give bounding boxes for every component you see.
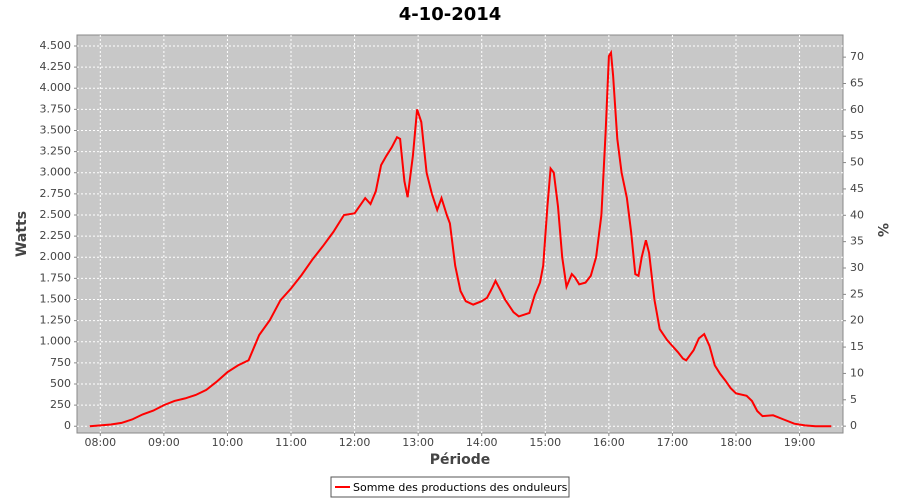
x-tick-label: 10:00	[212, 436, 244, 449]
y2-tick-label: 30	[850, 261, 864, 274]
y2-tick-label: 65	[850, 76, 864, 89]
legend	[330, 476, 570, 498]
y-tick-label: 500	[50, 377, 71, 390]
y-tick-label: 1.250	[40, 314, 72, 327]
y-tick-label: 3.250	[40, 145, 72, 158]
y-tick-label: 1.750	[40, 271, 72, 284]
y-tick-label: 250	[50, 398, 71, 411]
plot-area	[76, 34, 844, 434]
x-tick-label: 12:00	[339, 436, 371, 449]
y2-tick-label: 70	[850, 50, 864, 63]
y-tick-label: 2.250	[40, 229, 72, 242]
y2-tick-label: 20	[850, 314, 864, 327]
y2-tick-label: 55	[850, 129, 864, 142]
y2-tick-label: 60	[850, 103, 864, 116]
y2-tick-label: 5	[850, 393, 857, 406]
y-tick-label: 0	[64, 419, 71, 432]
y-tick-label: 4.250	[40, 60, 72, 73]
y2-axis-label: %	[874, 223, 890, 237]
y-tick-label: 3.750	[40, 102, 72, 115]
data-line	[89, 49, 832, 428]
y-tick-label: 1.000	[40, 335, 72, 348]
x-tick-label: 17:00	[657, 436, 689, 449]
y2-tick-label: 10	[850, 366, 864, 379]
y2-tick-label: 45	[850, 182, 864, 195]
y-tick-label: 2.000	[40, 250, 72, 263]
y-tick-label: 1.500	[40, 292, 72, 305]
legend-label: Somme des productions des onduleurs	[353, 481, 568, 494]
y2-tick-label: 25	[850, 287, 864, 300]
x-tick-label: 11:00	[275, 436, 307, 449]
x-tick-label: 18:00	[720, 436, 752, 449]
y-tick-label: 2.500	[40, 208, 72, 221]
x-tick-label: 08:00	[84, 436, 116, 449]
y2-tick-label: 50	[850, 156, 864, 169]
y-tick-label: 750	[50, 356, 71, 369]
chart-title: 4-10-2014	[399, 4, 502, 25]
x-tick-label: 19:00	[784, 436, 816, 449]
y2-tick-label: 35	[850, 235, 864, 248]
y-tick-label: 3.500	[40, 123, 72, 136]
x-tick-label: 09:00	[148, 436, 180, 449]
y2-tick-label: 0	[850, 419, 857, 432]
x-tick-label: 15:00	[529, 436, 561, 449]
y-tick-label: 2.750	[40, 187, 72, 200]
y-tick-label: 3.000	[40, 166, 72, 179]
x-tick-label: 14:00	[466, 436, 498, 449]
y-axis-label: Watts	[14, 211, 30, 257]
x-axis-label: Période	[430, 452, 491, 468]
y-tick-label: 4.500	[40, 39, 72, 52]
y2-tick-label: 40	[850, 208, 864, 221]
y-tick-label: 4.000	[40, 81, 72, 94]
y2-tick-label: 15	[850, 340, 864, 353]
x-tick-label: 16:00	[593, 436, 625, 449]
x-tick-label: 13:00	[402, 436, 434, 449]
